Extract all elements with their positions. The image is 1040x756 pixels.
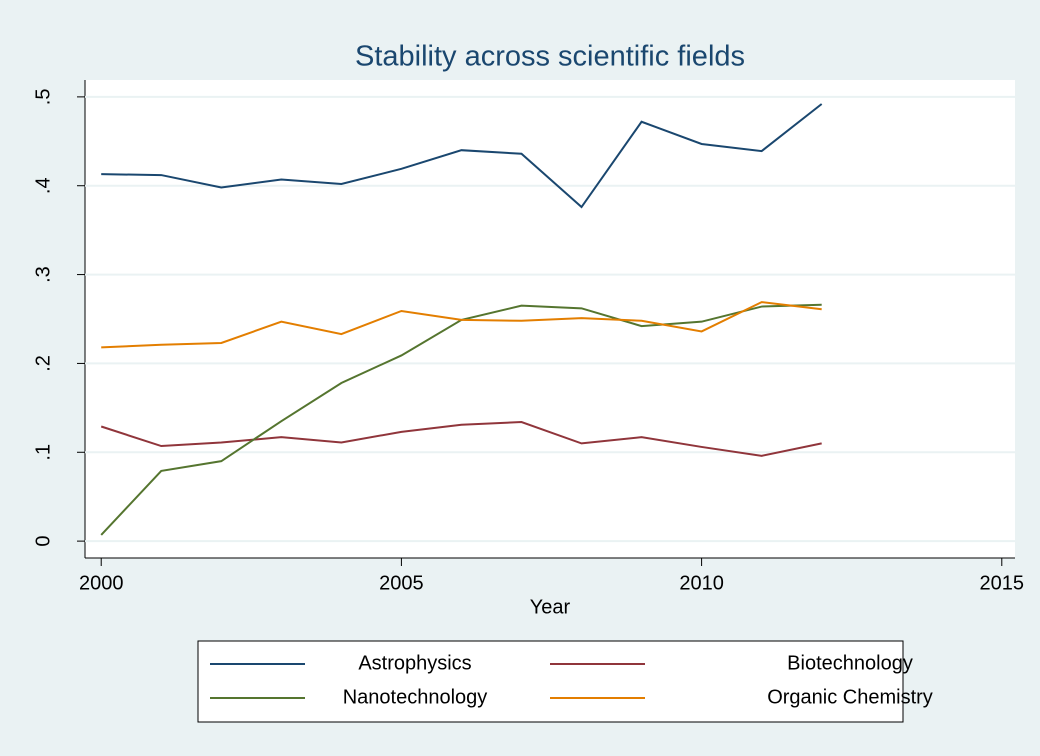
y-tick-label: 0 (32, 536, 54, 547)
y-tick-label: .4 (32, 177, 54, 194)
legend-label: Nanotechnology (343, 686, 488, 708)
x-tick-label: 2010 (679, 572, 724, 594)
legend-label: Organic Chemistry (767, 686, 933, 708)
y-tick-label: .5 (32, 89, 54, 106)
line (101, 103, 823, 209)
y-tick-label: .2 (32, 355, 54, 372)
x-axis-label: Year (530, 596, 571, 618)
line (101, 301, 822, 349)
y-tick-label: .3 (32, 266, 54, 283)
chart-title: Stability across scientific fields (355, 41, 745, 73)
x-tick-label: 2005 (379, 572, 424, 594)
x-tick-label: 2015 (980, 572, 1025, 594)
y-tick-label: .1 (32, 444, 54, 461)
legend (197, 640, 904, 723)
legend-label: Biotechnology (787, 652, 913, 674)
legend-label: Astrophysics (358, 652, 471, 674)
line (100, 421, 822, 457)
x-tick-label: 2000 (79, 572, 124, 594)
